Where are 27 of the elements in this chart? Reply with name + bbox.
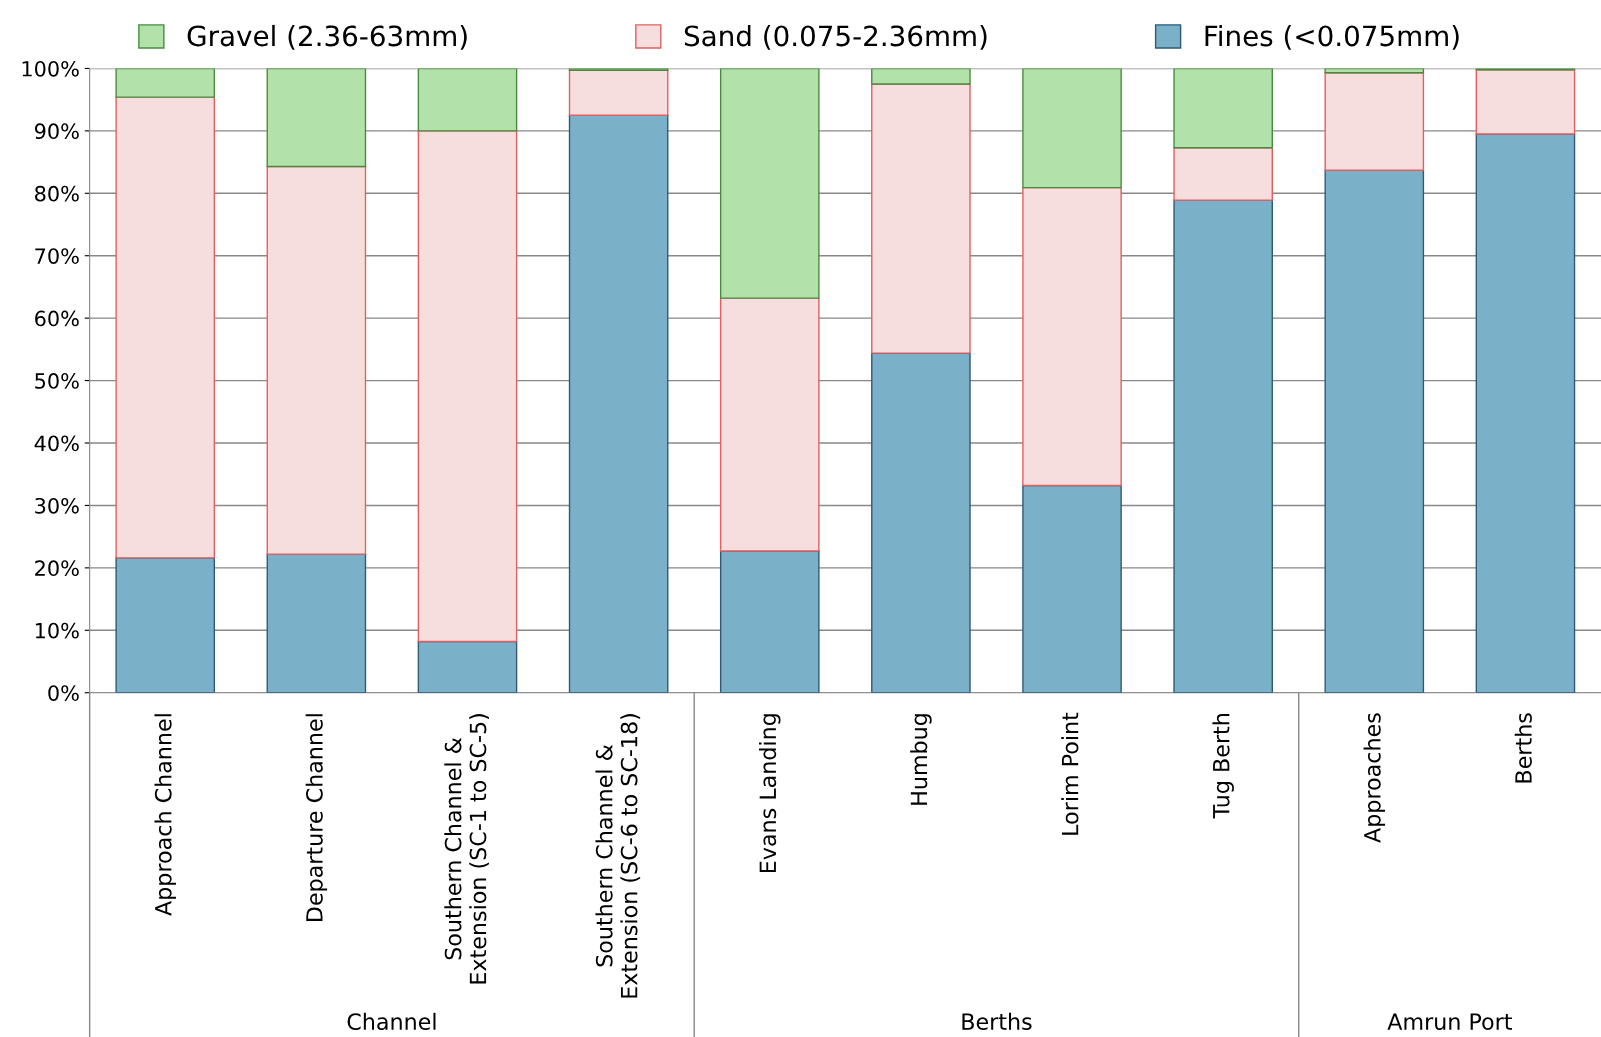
text: Channel	[347, 1012, 436, 1031]
x-tick-label: Departure Channel	[305, 714, 328, 922]
y-tick-label: 70%	[35, 248, 79, 264]
legend-label: Sand (0.075-2.36mm)	[684, 24, 987, 50]
x-tick-label: Southern Channel & Extension (SC-1 to SC-5)	[444, 714, 489, 984]
x-tick-label: Approach Channel	[154, 714, 176, 916]
text: Amrun Port	[1387, 1013, 1512, 1031]
x-tick-label: Approaches	[1363, 713, 1386, 843]
y-tick-label: 30%	[35, 497, 79, 514]
y-tick-label: 0%	[48, 685, 79, 701]
y-tick-label: 20%	[35, 560, 79, 577]
legend-label: Fines (<0.075mm)	[1205, 24, 1459, 50]
y-tick-label: 40%	[34, 435, 79, 452]
y-tick-label: 100%	[22, 60, 79, 77]
y-tick-label: 60%	[35, 310, 79, 327]
x-tick-label: Humbug	[910, 714, 932, 805]
y-tick-label: 80%	[35, 185, 79, 202]
text: Berths	[962, 1012, 1032, 1031]
x-tick-label: Tug Berth	[1212, 714, 1234, 819]
y-tick-label: 50%	[35, 373, 79, 389]
y-tick-label: 10%	[35, 622, 79, 639]
y-tick-label: 90%	[34, 123, 79, 140]
x-tick-label: Berths	[1514, 713, 1532, 783]
x-tick-label: Southern Channel & Extension (SC-6 to SC-18)	[595, 714, 641, 998]
legend-label: Gravel (2.36-63mm)	[187, 24, 467, 50]
x-tick-label: Evans Landing	[759, 714, 781, 873]
x-tick-label: Lorim Point	[1061, 712, 1079, 835]
